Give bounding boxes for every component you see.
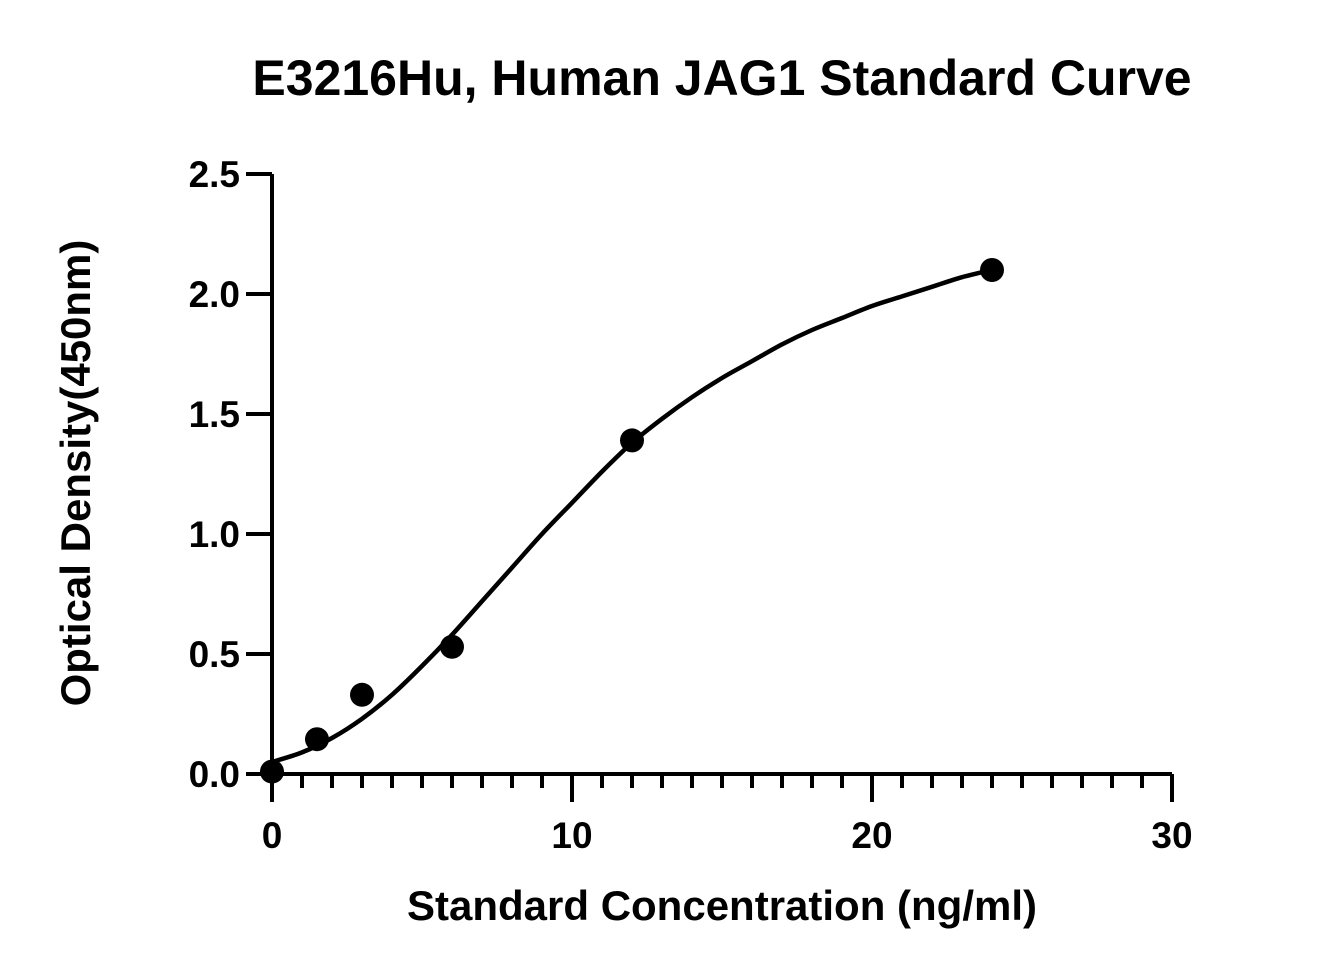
- y-tick-label: 0.0: [189, 754, 240, 795]
- data-point: [440, 634, 464, 659]
- fitted-curve: [271, 267, 993, 765]
- y-axis-label: Optical Density(450nm): [52, 240, 99, 707]
- y-tick-label: 1.5: [189, 394, 240, 435]
- y-tick-label: 2.5: [189, 154, 240, 195]
- x-tick-label: 0: [262, 815, 283, 856]
- data-point: [350, 682, 374, 707]
- data-point: [980, 258, 1004, 282]
- y-tick-label: 2.0: [189, 274, 240, 315]
- chart-title: E3216Hu, Human JAG1 Standard Curve: [252, 50, 1191, 106]
- y-tick-label: 0.5: [189, 634, 240, 675]
- data-point: [620, 428, 644, 453]
- plot-area: 0.0 0.5 1.0 1.5 2.0 2.5 0 10 20 30: [189, 154, 1193, 856]
- data-point: [305, 727, 329, 752]
- x-tick-label: 20: [851, 815, 892, 856]
- x-tick-label: 30: [1151, 815, 1192, 856]
- data-point: [260, 759, 284, 784]
- x-tick-label: 10: [551, 815, 592, 856]
- y-tick-label: 1.0: [189, 514, 240, 555]
- x-axis-label: Standard Concentration (ng/ml): [407, 882, 1037, 929]
